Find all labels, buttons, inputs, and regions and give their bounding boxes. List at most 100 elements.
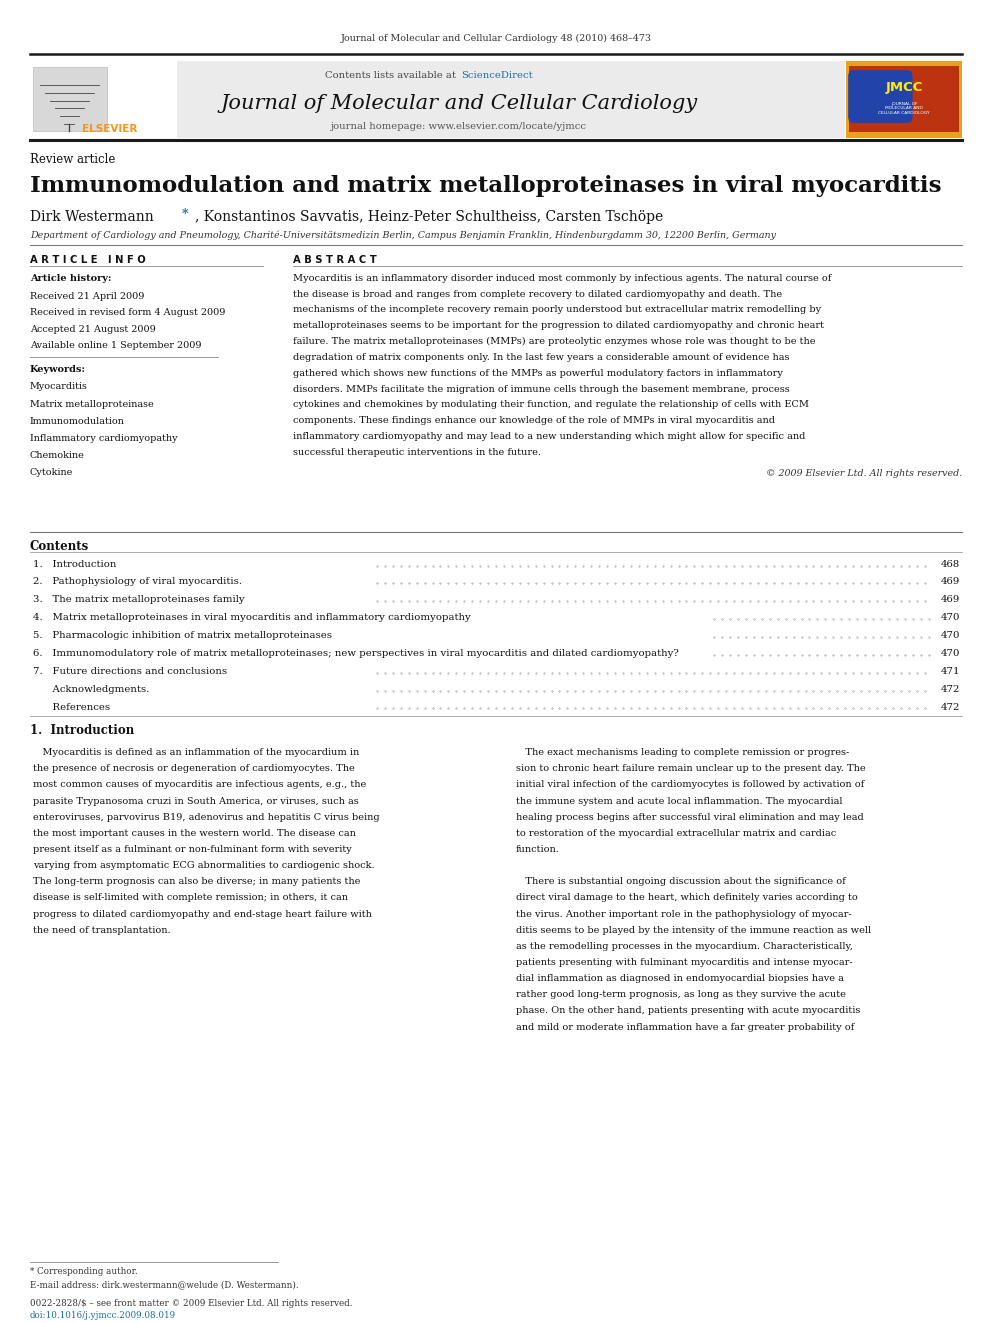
Text: 1.  Introduction: 1. Introduction xyxy=(30,724,134,737)
Text: the disease is broad and ranges from complete recovery to dilated cardiomyopathy: the disease is broad and ranges from com… xyxy=(293,290,782,299)
Text: disease is self-limited with complete remission; in others, it can: disease is self-limited with complete re… xyxy=(33,893,348,902)
Text: sion to chronic heart failure remain unclear up to the present day. The: sion to chronic heart failure remain unc… xyxy=(516,765,865,774)
Text: disorders. MMPs facilitate the migration of immune cells through the basement me: disorders. MMPs facilitate the migration… xyxy=(293,385,790,393)
Text: Available online 1 September 2009: Available online 1 September 2009 xyxy=(30,341,201,351)
Text: journal homepage: www.elsevier.com/locate/yjmcc: journal homepage: www.elsevier.com/locat… xyxy=(331,122,587,131)
Text: Review article: Review article xyxy=(30,153,115,167)
Text: rather good long-term prognosis, as long as they survive the acute: rather good long-term prognosis, as long… xyxy=(516,990,846,999)
Text: degradation of matrix components only. In the last few years a considerable amou: degradation of matrix components only. I… xyxy=(293,353,790,363)
Text: the need of transplantation.: the need of transplantation. xyxy=(33,926,171,935)
Text: initial viral infection of the cardiomyocytes is followed by activation of: initial viral infection of the cardiomyo… xyxy=(516,781,864,790)
Text: phase. On the other hand, patients presenting with acute myocarditis: phase. On the other hand, patients prese… xyxy=(516,1007,860,1016)
Text: *: * xyxy=(182,208,188,221)
Text: 0022-2828/$ – see front matter © 2009 Elsevier Ltd. All rights reserved.: 0022-2828/$ – see front matter © 2009 El… xyxy=(30,1299,352,1308)
Text: A R T I C L E   I N F O: A R T I C L E I N F O xyxy=(30,255,146,266)
Text: 470: 470 xyxy=(940,631,960,640)
Text: Department of Cardiology and Pneumology, Charité-Universitätsmedizin Berlin, Cam: Department of Cardiology and Pneumology,… xyxy=(30,230,776,239)
Text: the immune system and acute local inflammation. The myocardial: the immune system and acute local inflam… xyxy=(516,796,842,806)
Text: E-mail address: dirk.westermann@welude (D. Westermann).: E-mail address: dirk.westermann@welude (… xyxy=(30,1281,299,1290)
Text: gathered which shows new functions of the MMPs as powerful modulatory factors in: gathered which shows new functions of th… xyxy=(293,369,783,378)
Text: cytokines and chemokines by modulating their function, and regulate the relation: cytokines and chemokines by modulating t… xyxy=(293,401,808,409)
Text: 469: 469 xyxy=(941,577,960,586)
Text: Received in revised form 4 August 2009: Received in revised form 4 August 2009 xyxy=(30,308,225,318)
Text: The long-term prognosis can also be diverse; in many patients the: The long-term prognosis can also be dive… xyxy=(33,877,360,886)
Text: most common causes of myocarditis are infectious agents, e.g., the: most common causes of myocarditis are in… xyxy=(33,781,366,790)
FancyBboxPatch shape xyxy=(30,61,845,138)
Text: 469: 469 xyxy=(941,595,960,605)
FancyBboxPatch shape xyxy=(849,66,959,132)
Text: Inflammatory cardiomyopathy: Inflammatory cardiomyopathy xyxy=(30,434,178,443)
Text: to restoration of the myocardial extracellular matrix and cardiac: to restoration of the myocardial extrace… xyxy=(516,828,836,837)
Text: Received 21 April 2009: Received 21 April 2009 xyxy=(30,291,144,300)
Text: progress to dilated cardiomyopathy and end-stage heart failure with: progress to dilated cardiomyopathy and e… xyxy=(33,909,372,918)
Text: Acknowledgments.: Acknowledgments. xyxy=(33,684,149,693)
Text: 4.   Matrix metalloproteinases in viral myocarditis and inflammatory cardiomyopa: 4. Matrix metalloproteinases in viral my… xyxy=(33,613,470,622)
Text: Accepted 21 August 2009: Accepted 21 August 2009 xyxy=(30,324,156,333)
Text: Journal of Molecular and Cellular Cardiology 48 (2010) 468–473: Journal of Molecular and Cellular Cardio… xyxy=(340,33,652,42)
Text: 7.   Future directions and conclusions: 7. Future directions and conclusions xyxy=(33,667,227,676)
Text: Article history:: Article history: xyxy=(30,274,111,283)
Text: 3.   The matrix metalloproteinases family: 3. The matrix metalloproteinases family xyxy=(33,595,244,605)
Text: function.: function. xyxy=(516,845,559,855)
Text: Myocarditis is an inflammatory disorder induced most commonly by infectious agen: Myocarditis is an inflammatory disorder … xyxy=(293,274,831,283)
Text: enteroviruses, parvovirus B19, adenovirus and hepatitis C virus being: enteroviruses, parvovirus B19, adenoviru… xyxy=(33,812,379,822)
Text: patients presenting with fulminant myocarditis and intense myocar-: patients presenting with fulminant myoca… xyxy=(516,958,852,967)
Text: inflammatory cardiomyopathy and may lead to a new understanding which might allo: inflammatory cardiomyopathy and may lead… xyxy=(293,433,806,441)
Text: There is substantial ongoing discussion about the significance of: There is substantial ongoing discussion … xyxy=(516,877,845,886)
FancyBboxPatch shape xyxy=(30,61,177,138)
Text: parasite Trypanosoma cruzi in South America, or viruses, such as: parasite Trypanosoma cruzi in South Amer… xyxy=(33,796,358,806)
Text: metalloproteinases seems to be important for the progression to dilated cardiomy: metalloproteinases seems to be important… xyxy=(293,321,823,331)
Text: Matrix metalloproteinase: Matrix metalloproteinase xyxy=(30,400,154,409)
Text: , Konstantinos Savvatis, Heinz-Peter Schultheiss, Carsten Tschöpe: , Konstantinos Savvatis, Heinz-Peter Sch… xyxy=(195,210,664,225)
Text: the presence of necrosis or degeneration of cardiomyocytes. The: the presence of necrosis or degeneration… xyxy=(33,765,354,774)
Text: failure. The matrix metalloproteinases (MMPs) are proteolytic enzymes whose role: failure. The matrix metalloproteinases (… xyxy=(293,337,815,347)
Text: JMCC: JMCC xyxy=(886,81,923,94)
Text: doi:10.1016/j.yjmcc.2009.08.019: doi:10.1016/j.yjmcc.2009.08.019 xyxy=(30,1311,176,1320)
Text: Immunomodulation: Immunomodulation xyxy=(30,417,125,426)
Text: Immunomodulation and matrix metalloproteinases in viral myocarditis: Immunomodulation and matrix metalloprote… xyxy=(30,175,941,197)
Text: The exact mechanisms leading to complete remission or progres-: The exact mechanisms leading to complete… xyxy=(516,747,849,757)
Text: components. These findings enhance our knowledge of the role of MMPs in viral my: components. These findings enhance our k… xyxy=(293,417,775,425)
Text: healing process begins after successful viral elimination and may lead: healing process begins after successful … xyxy=(516,812,864,822)
FancyBboxPatch shape xyxy=(846,61,962,138)
Text: and mild or moderate inflammation have a far greater probability of: and mild or moderate inflammation have a… xyxy=(516,1023,854,1032)
Text: 471: 471 xyxy=(940,667,960,676)
Text: 470: 470 xyxy=(940,648,960,658)
Text: References: References xyxy=(33,703,110,712)
Text: Cytokine: Cytokine xyxy=(30,468,73,478)
Text: 1.   Introduction: 1. Introduction xyxy=(33,560,116,569)
Text: A B S T R A C T: A B S T R A C T xyxy=(293,255,376,266)
Text: 470: 470 xyxy=(940,613,960,622)
Text: mechanisms of the incomplete recovery remain poorly understood but extracellular: mechanisms of the incomplete recovery re… xyxy=(293,306,820,315)
Text: 6.   Immunomodulatory role of matrix metalloproteinases; new perspectives in vir: 6. Immunomodulatory role of matrix metal… xyxy=(33,648,679,658)
Text: JOURNAL OF
MOLECULAR AND
CELLULAR CARDIOLOGY: JOURNAL OF MOLECULAR AND CELLULAR CARDIO… xyxy=(879,102,930,115)
Text: Chemokine: Chemokine xyxy=(30,451,84,460)
Text: the most important causes in the western world. The disease can: the most important causes in the western… xyxy=(33,828,355,837)
Text: present itself as a fulminant or non-fulminant form with severity: present itself as a fulminant or non-ful… xyxy=(33,845,351,855)
Text: 5.   Pharmacologic inhibition of matrix metalloproteinases: 5. Pharmacologic inhibition of matrix me… xyxy=(33,631,331,640)
Text: * Corresponding author.: * Corresponding author. xyxy=(30,1267,137,1277)
Text: ELSEVIER: ELSEVIER xyxy=(82,123,138,134)
Text: Myocarditis is defined as an inflammation of the myocardium in: Myocarditis is defined as an inflammatio… xyxy=(33,747,359,757)
Text: 2.   Pathophysiology of viral myocarditis.: 2. Pathophysiology of viral myocarditis. xyxy=(33,577,242,586)
Text: Keywords:: Keywords: xyxy=(30,365,85,374)
Text: Contents lists available at: Contents lists available at xyxy=(325,71,459,81)
Text: dial inflammation as diagnosed in endomyocardial biopsies have a: dial inflammation as diagnosed in endomy… xyxy=(516,974,844,983)
Text: © 2009 Elsevier Ltd. All rights reserved.: © 2009 Elsevier Ltd. All rights reserved… xyxy=(766,468,962,478)
Text: Contents: Contents xyxy=(30,540,89,553)
Text: as the remodelling processes in the myocardium. Characteristically,: as the remodelling processes in the myoc… xyxy=(516,942,853,951)
Text: ScienceDirect: ScienceDirect xyxy=(461,71,533,81)
Text: ditis seems to be played by the intensity of the immune reaction as well: ditis seems to be played by the intensit… xyxy=(516,926,871,935)
Text: 472: 472 xyxy=(940,684,960,693)
Text: direct viral damage to the heart, which definitely varies according to: direct viral damage to the heart, which … xyxy=(516,893,858,902)
Text: Myocarditis: Myocarditis xyxy=(30,382,87,392)
Text: Dirk Westermann: Dirk Westermann xyxy=(30,210,158,225)
FancyBboxPatch shape xyxy=(33,67,107,131)
FancyBboxPatch shape xyxy=(848,70,913,123)
Text: varying from asymptomatic ECG abnormalities to cardiogenic shock.: varying from asymptomatic ECG abnormalit… xyxy=(33,861,374,871)
Text: Journal of Molecular and Cellular Cardiology: Journal of Molecular and Cellular Cardio… xyxy=(221,94,697,112)
Text: the virus. Another important role in the pathophysiology of myocar-: the virus. Another important role in the… xyxy=(516,909,851,918)
Text: 472: 472 xyxy=(940,703,960,712)
Text: successful therapeutic interventions in the future.: successful therapeutic interventions in … xyxy=(293,447,541,456)
Text: 468: 468 xyxy=(941,560,960,569)
